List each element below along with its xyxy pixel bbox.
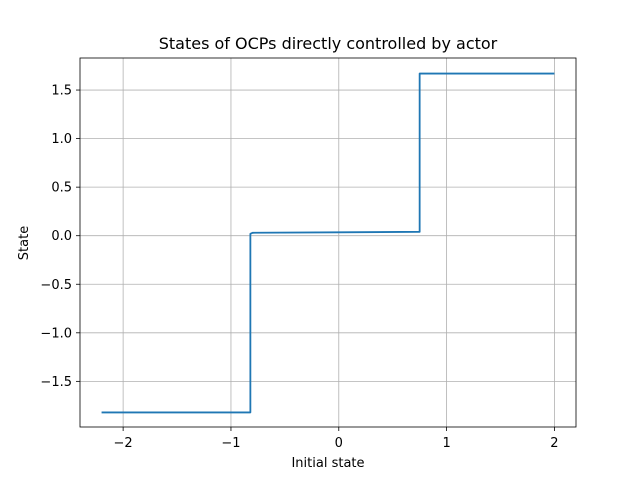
y-tick-label: −0.5	[40, 278, 72, 293]
x-tick-label: −1	[221, 436, 240, 451]
grid	[80, 58, 576, 427]
x-tick-label: 0	[335, 436, 343, 451]
series-layer	[101, 72, 555, 414]
x-tick-label: −2	[114, 436, 133, 451]
series-line	[101, 72, 555, 414]
x-tick-label: 2	[550, 436, 558, 451]
plot-frame	[79, 57, 577, 428]
y-axis-label: State	[17, 226, 32, 260]
y-tick-label: −1.5	[40, 375, 72, 390]
y-tick-label: −1.0	[40, 326, 72, 341]
y-tick-label: 0.5	[51, 181, 72, 196]
y-tick-label: 1.5	[51, 84, 72, 99]
x-axis: −2 −1 0 1 2	[114, 427, 559, 451]
y-axis: −1.5 −1.0 −0.5 0.0 0.5 1.0 1.5	[40, 84, 80, 390]
x-tick-label: 1	[442, 436, 450, 451]
chart-title: States of OCPs directly controlled by ac…	[159, 34, 498, 53]
y-tick-label: 0.0	[51, 229, 72, 244]
x-axis-label: Initial state	[291, 456, 364, 471]
y-tick-label: 1.0	[51, 132, 72, 147]
